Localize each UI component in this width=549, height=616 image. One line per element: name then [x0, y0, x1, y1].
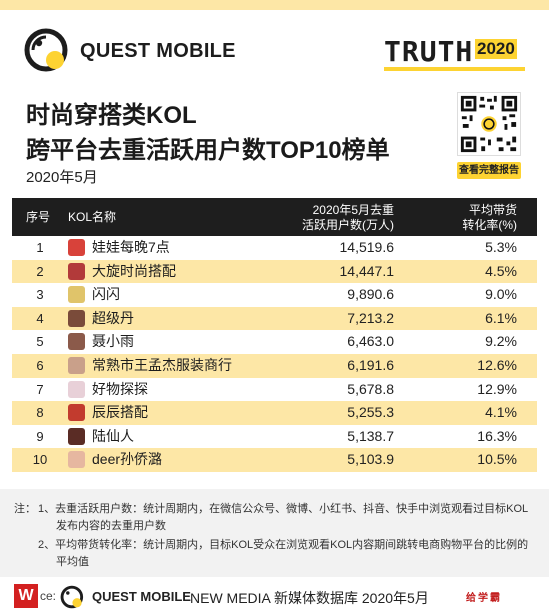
row-rank: 10 — [32, 452, 48, 468]
row-rank: 7 — [36, 381, 44, 397]
row-kol-name: 闪闪 — [92, 286, 120, 303]
footer-brand: QUEST MOBILE — [92, 589, 191, 604]
source-prefix: ce: — [40, 589, 57, 603]
row-conversion-rate: 4.5% — [485, 262, 517, 279]
table-row: 1 娃娃每晚7点 14,519.6 5.3% — [12, 236, 537, 260]
table-header: 序号 KOL名称 2020年5月去重 活跃用户数(万人) 平均带货 转化率(%) — [12, 198, 537, 236]
footer-source: NEW MEDIA 新媒体数据库 2020年5月 — [190, 590, 429, 606]
truth-year: 2020 — [475, 39, 517, 59]
brand-name: QUEST MOBILE — [80, 40, 236, 62]
table-row: 6 常熟市王孟杰服装商行 6,191.6 12.6% — [12, 353, 537, 378]
page-subtitle-date: 2020年5月 — [26, 169, 98, 186]
row-active-users: 14,447.1 — [339, 262, 395, 279]
watermark-logo: W — [14, 584, 38, 608]
kol-avatar — [68, 427, 85, 445]
row-conversion-rate: 4.1% — [485, 404, 517, 421]
row-kol-name: 超级丹 — [92, 309, 134, 326]
row-active-users: 6,463.0 — [347, 333, 394, 350]
table-row: 7 好物探探 5,678.8 12.9% — [12, 377, 537, 402]
header-rate-line2: 转化率(%) — [462, 218, 517, 232]
kol-avatar — [68, 333, 85, 351]
top-accent-bar — [0, 0, 549, 10]
row-conversion-rate: 9.2% — [485, 333, 517, 350]
note-2-line1: 2、平均带货转化率：统计周期内，目标KOL受众在浏览观看KOL内容期间跳转电商购… — [38, 539, 529, 551]
header: QUEST MOBILE TRUTH 2020 — [0, 10, 549, 88]
row-active-users: 5,138.7 — [347, 427, 394, 444]
row-rank: 5 — [36, 334, 44, 350]
kol-avatar — [68, 262, 85, 280]
row-conversion-rate: 6.1% — [485, 309, 517, 326]
table-body: 1 娃娃每晚7点 14,519.6 5.3% 2 大旋时尚搭配 14,447.1 4.5% 3 闪… — [12, 236, 537, 472]
header-rate-line1: 平均带货 — [468, 203, 517, 217]
row-conversion-rate: 12.9% — [477, 380, 517, 397]
row-kol-name: 辰辰搭配 — [92, 404, 148, 421]
note-1-line1: 1、去重活跃用户数：统计周期内，在微信公众号、微博、小红书、抖音、快手中浏览观看… — [38, 503, 529, 515]
note-1-line2: 发布内容的去重用户数 — [56, 520, 166, 532]
qr-code-icon[interactable] — [457, 92, 521, 156]
row-conversion-rate: 9.0% — [485, 286, 517, 303]
table-row: 5 聂小雨 6,463.0 9.2% — [12, 330, 537, 354]
kol-avatar — [68, 451, 85, 469]
truth-wordmark: TRUTH — [384, 35, 474, 68]
row-active-users: 5,103.9 — [347, 451, 394, 468]
kol-ranking-table: 序号 KOL名称 2020年5月去重 活跃用户数(万人) 平均带货 转化率(%)… — [12, 198, 537, 472]
table-row: 9 陆仙人 5,138.7 16.3% — [12, 424, 537, 449]
row-kol-name: 陆仙人 — [92, 427, 134, 444]
row-kol-name: 大旋时尚搭配 — [92, 262, 176, 279]
table-row: 2 大旋时尚搭配 14,447.1 4.5% — [12, 259, 537, 284]
row-kol-name: 好物探探 — [92, 380, 148, 397]
row-rank: 8 — [36, 405, 44, 421]
kol-avatar — [68, 309, 85, 327]
row-active-users: 7,213.2 — [347, 309, 394, 326]
kol-avatar — [68, 404, 85, 422]
table-row: 8 辰辰搭配 5,255.3 4.1% — [12, 401, 537, 425]
row-rank: 4 — [36, 310, 44, 326]
footer-watermark-text: 给学霸 — [466, 593, 502, 604]
header-rank: 序号 — [26, 210, 51, 224]
notes-prefix: 注： — [14, 503, 36, 515]
row-active-users: 5,678.8 — [347, 380, 394, 397]
row-active-users: 14,519.6 — [339, 239, 395, 255]
table-row: 3 闪闪 9,890.6 9.0% — [12, 283, 537, 307]
table-row: 10 deer孙侨潞 5,103.9 10.5% — [12, 448, 537, 472]
notes-panel: 注： 1、去重活跃用户数：统计周期内，在微信公众号、微博、小红书、抖音、快手中浏… — [0, 489, 549, 577]
page-title-line2: 跨平台去重活跃用户数TOP10榜单 — [26, 137, 390, 164]
row-active-users: 9,890.6 — [347, 286, 394, 303]
row-rank: 9 — [36, 428, 44, 444]
footer-quest-mobile-logo-icon — [60, 585, 84, 609]
view-full-report-button[interactable]: 查看完整报告 — [457, 162, 521, 179]
row-rank: 1 — [36, 240, 44, 255]
table-row: 4 超级丹 7,213.2 6.1% — [12, 306, 537, 331]
row-conversion-rate: 16.3% — [477, 427, 517, 444]
header-kol-name: KOL名称 — [68, 210, 117, 224]
page-title-line1: 时尚穿搭类KOL — [26, 102, 197, 129]
row-conversion-rate: 5.3% — [485, 239, 517, 255]
row-kol-name: deer孙侨潞 — [92, 451, 163, 468]
header-users-line2: 活跃用户数(万人) — [302, 218, 394, 232]
quest-mobile-logo-icon — [24, 28, 68, 72]
footer: W ce: QUEST MOBILE NEW MEDIA 新媒体数据库 2020… — [0, 577, 549, 616]
row-active-users: 5,255.3 — [347, 404, 394, 421]
row-kol-name: 娃娃每晚7点 — [92, 239, 170, 255]
row-kol-name: 聂小雨 — [92, 333, 134, 350]
note-2-line2: 平均值 — [56, 556, 89, 568]
row-conversion-rate: 10.5% — [477, 451, 517, 468]
header-users-line1: 2020年5月去重 — [312, 203, 394, 217]
kol-avatar — [68, 239, 85, 256]
truth-underline — [384, 67, 525, 71]
kol-avatar — [68, 286, 85, 304]
row-rank: 3 — [36, 287, 44, 303]
row-conversion-rate: 12.6% — [477, 356, 517, 373]
kol-avatar — [68, 380, 85, 398]
row-kol-name: 常熟市王孟杰服装商行 — [92, 356, 232, 373]
kol-avatar — [68, 356, 85, 374]
row-rank: 2 — [36, 263, 44, 279]
row-active-users: 6,191.6 — [347, 356, 394, 373]
row-rank: 6 — [36, 357, 44, 373]
